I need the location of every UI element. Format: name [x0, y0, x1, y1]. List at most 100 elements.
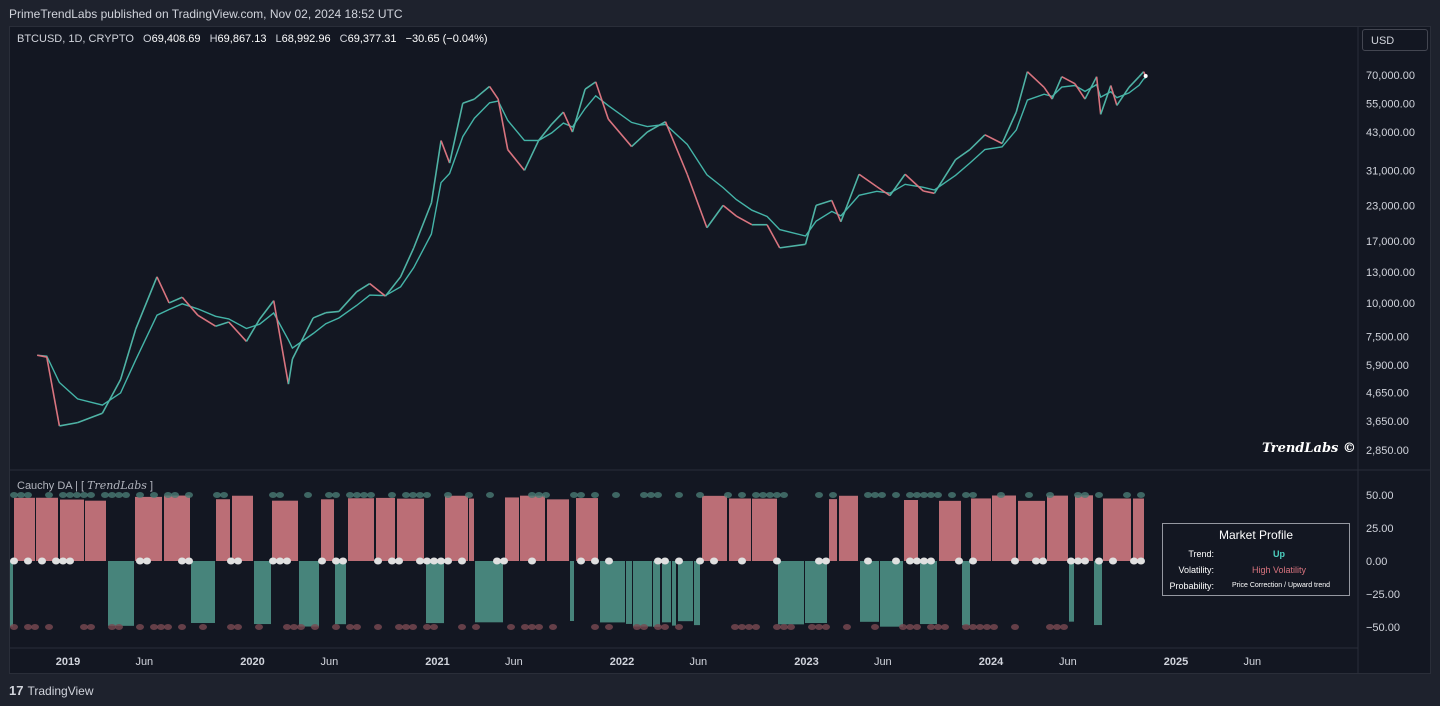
price-segment: [1099, 85, 1112, 115]
osc-bear-block: [36, 497, 58, 561]
osc-mid-dot: [822, 557, 830, 565]
osc-mid-dot: [444, 557, 452, 565]
osc-bottom-dot: [136, 624, 144, 630]
osc-bottom-dot: [1060, 624, 1068, 630]
osc-mid-dot: [1067, 557, 1075, 565]
osc-bottom-dot: [423, 624, 431, 630]
osc-mid-dot: [864, 557, 872, 565]
time-tick-label: Jun: [505, 656, 523, 668]
osc-mid-dot: [605, 557, 613, 565]
osc-bottom-dot: [199, 624, 207, 630]
price-segment: [1043, 86, 1053, 100]
osc-bottom-dot: [31, 624, 39, 630]
price-segment: [462, 98, 475, 105]
price-segment: [735, 215, 753, 226]
osc-mid-dot: [59, 557, 67, 565]
osc-top-dot: [185, 492, 193, 498]
osc-bear-block: [397, 498, 424, 561]
osc-bear-block: [376, 497, 395, 561]
osc-top-dot: [1046, 492, 1054, 498]
osc-bear-block: [232, 495, 253, 561]
tradingview-logo[interactable]: 17 TradingView: [9, 683, 94, 698]
price-segment: [984, 134, 1003, 145]
price-segment: [1051, 76, 1063, 100]
price-segment: [537, 123, 553, 142]
currency-button[interactable]: USD: [1362, 29, 1428, 51]
symbol-info[interactable]: BTCUSD, 1D, CRYPTO: [17, 33, 134, 45]
osc-bottom-dot: [311, 624, 319, 630]
price-segment: [473, 85, 491, 100]
osc-mid-dot: [66, 557, 74, 565]
osc-bull-block: [108, 561, 134, 626]
osc-mid-dot: [38, 557, 46, 565]
osc-mid-dot: [913, 557, 921, 565]
osc-bull-block: [678, 561, 693, 622]
osc-tick-label: −50.00: [1366, 622, 1400, 634]
volatility-label: Volatility:: [1178, 565, 1214, 575]
osc-top-dot: [1095, 492, 1103, 498]
osc-mid-dot: [1130, 557, 1138, 565]
osc-bear-block: [60, 499, 84, 561]
price-tick-label: 70,000.00: [1366, 70, 1415, 82]
price-tick-label: 10,000.00: [1366, 298, 1415, 310]
close-label: C: [339, 33, 348, 45]
price-segment: [181, 296, 199, 316]
time-tick-label: Jun: [1059, 656, 1077, 668]
osc-top-dot: [73, 492, 81, 498]
osc-bottom-dot: [731, 624, 739, 630]
osc-bottom-dot: [913, 624, 921, 630]
osc-top-dot: [213, 492, 221, 498]
osc-bottom-dot: [374, 624, 382, 630]
osc-bull-block: [254, 561, 271, 625]
osc-top-dot: [829, 492, 837, 498]
price-segment: [291, 317, 314, 360]
osc-bottom-dot: [346, 624, 354, 630]
osc-bear-block: [216, 499, 230, 561]
osc-bottom-dot: [941, 624, 949, 630]
osc-bottom-dot: [80, 624, 88, 630]
osc-top-dot: [220, 492, 228, 498]
time-tick-label: 2019: [56, 656, 80, 668]
osc-mid-dot: [1032, 557, 1040, 565]
price-segment: [356, 282, 371, 293]
osc-mid-dot: [661, 557, 669, 565]
osc-bull-block: [694, 561, 700, 626]
osc-top-dot: [304, 492, 312, 498]
price-segment: [507, 149, 526, 171]
price-tick-label: 55,000.00: [1366, 98, 1415, 110]
price-segment: [119, 328, 137, 380]
osc-bottom-dot: [178, 624, 186, 630]
osc-bear-block: [1133, 498, 1144, 561]
osc-top-dot: [17, 492, 25, 498]
osc-bull-block: [600, 561, 625, 623]
price-segment: [338, 291, 358, 312]
price-segment: [448, 103, 464, 164]
osc-bull-block: [778, 561, 804, 625]
osc-bear-block: [164, 495, 190, 561]
osc-bull-block: [570, 561, 574, 622]
price-segment: [815, 199, 833, 207]
osc-bull-block: [1069, 561, 1074, 622]
osc-top-dot: [87, 492, 95, 498]
osc-top-dot: [640, 492, 648, 498]
open-value: 69,408.69: [151, 33, 201, 45]
osc-mid-dot: [927, 557, 935, 565]
osc-top-dot: [360, 492, 368, 498]
price-segment: [523, 140, 540, 171]
time-tick-label: Jun: [874, 656, 892, 668]
osc-mid-dot: [696, 557, 704, 565]
price-segment: [804, 205, 817, 245]
price-segment: [430, 140, 442, 203]
osc-bottom-dot: [787, 624, 795, 630]
osc-top-dot: [269, 492, 277, 498]
indicator-title[interactable]: Cauchy DA | [ TrendLabs ]: [17, 479, 153, 492]
osc-top-dot: [962, 492, 970, 498]
osc-top-dot: [353, 492, 361, 498]
osc-top-dot: [45, 492, 53, 498]
osc-bear-block: [14, 497, 35, 561]
osc-top-dot: [276, 492, 284, 498]
osc-bottom-dot: [108, 624, 116, 630]
osc-bear-block: [971, 498, 991, 561]
osc-bottom-dot: [640, 624, 648, 630]
